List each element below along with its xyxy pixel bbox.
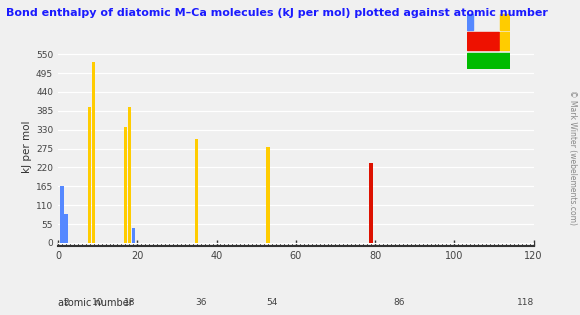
- Text: Bond enthalpy of diatomic M–Ca molecules (kJ per mol) plotted against atomic num: Bond enthalpy of diatomic M–Ca molecules…: [6, 8, 548, 18]
- Bar: [501, 32, 510, 50]
- Y-axis label: kJ per mol: kJ per mol: [21, 120, 32, 173]
- Bar: [467, 14, 473, 30]
- Bar: [128, 107, 131, 243]
- Text: 54: 54: [266, 298, 278, 307]
- Bar: [266, 147, 270, 243]
- Text: atomic number: atomic number: [58, 298, 133, 308]
- Bar: [60, 186, 64, 243]
- Bar: [467, 53, 510, 68]
- Bar: [369, 163, 373, 243]
- Bar: [64, 214, 68, 243]
- Bar: [467, 32, 499, 50]
- Bar: [124, 127, 127, 243]
- Bar: [195, 139, 198, 243]
- Text: 86: 86: [393, 298, 405, 307]
- Text: 18: 18: [124, 298, 135, 307]
- Bar: [92, 62, 95, 243]
- Bar: [88, 107, 92, 243]
- Text: 2: 2: [63, 298, 69, 307]
- Text: 10: 10: [92, 298, 103, 307]
- Bar: [501, 14, 510, 30]
- Text: 118: 118: [517, 298, 534, 307]
- Text: © Mark Winter (webelements.com): © Mark Winter (webelements.com): [568, 90, 577, 225]
- Bar: [132, 227, 135, 243]
- Text: 36: 36: [195, 298, 206, 307]
